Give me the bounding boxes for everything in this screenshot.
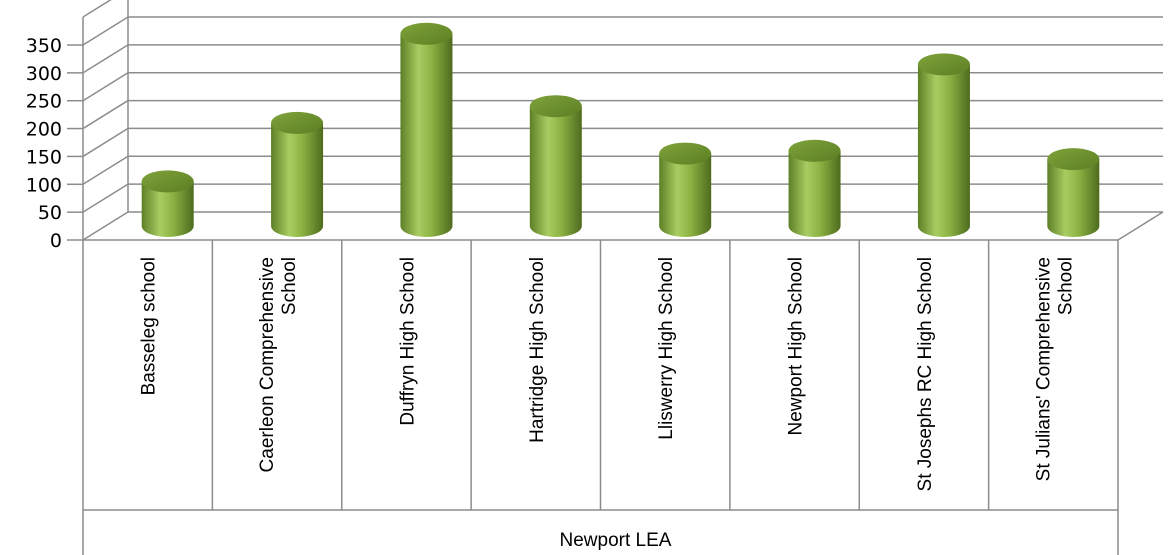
x-tick-label: Basseleg school	[139, 257, 160, 395]
bar-body	[917, 64, 970, 238]
y-tick-label: 200	[26, 119, 62, 141]
gridline-diagonal	[82, 155, 129, 185]
y-tick-label: 0	[50, 230, 62, 252]
bars	[141, 22, 1100, 238]
bar	[1047, 148, 1100, 238]
gridline-diagonal	[82, 44, 129, 74]
gridline-diagonal	[82, 99, 129, 130]
x-tick-label: Caerleon Comprehensive	[257, 257, 278, 472]
bar-top	[659, 142, 712, 165]
y-tick-label: 350	[26, 35, 62, 57]
category-axis: Basseleg school Caerleon Comprehensive Sch…	[82, 239, 1119, 555]
y-tick-label: 50	[38, 202, 62, 224]
gridline-diagonal	[82, 127, 129, 158]
x-tick-label: Duffryn High School	[397, 257, 418, 426]
bar-top	[271, 111, 324, 134]
bar-top	[400, 22, 453, 45]
x-tick-label: School	[279, 257, 300, 315]
bar-body	[271, 122, 324, 238]
bar	[271, 111, 324, 238]
bar-body	[788, 150, 841, 237]
x-tick-label: Newport High School	[786, 257, 807, 435]
bar	[141, 170, 194, 238]
bar-body	[659, 153, 712, 238]
bar-body	[1047, 159, 1100, 238]
y-tick-label: 100	[26, 174, 62, 196]
gridline-diagonal	[82, 0, 112, 18]
gridline-diagonal	[82, 16, 129, 46]
y-axis: 0 50 100 150 200 250 300 350	[26, 17, 84, 252]
bar-top	[1047, 148, 1100, 171]
floor-edge	[1117, 211, 1164, 241]
x-tick-label: School	[1055, 257, 1076, 315]
bar	[400, 22, 453, 238]
y-tick-label: 250	[26, 91, 62, 113]
gridline-diagonal	[82, 72, 129, 102]
bar-top	[529, 95, 582, 118]
gridline-diagonal	[82, 211, 129, 241]
x-tick-label: Lliswerry High School	[656, 257, 677, 440]
bar	[917, 53, 970, 238]
bar-body	[141, 181, 194, 238]
y-tick-label: 300	[26, 63, 62, 85]
bar-body	[529, 106, 582, 238]
gridlines	[82, 0, 1164, 241]
bar	[529, 95, 582, 238]
bar-body	[400, 33, 453, 238]
bar-top	[788, 139, 841, 162]
gridline-diagonal	[82, 183, 129, 213]
bar	[788, 139, 841, 237]
bar-top	[917, 53, 970, 76]
y-tick-label: 150	[26, 146, 62, 168]
x-tick-label: St Julians' Comprehensive	[1033, 257, 1054, 481]
x-tick-label: St Josephs RC High School	[915, 257, 936, 491]
group-label: Newport LEA	[560, 530, 672, 551]
bar	[659, 142, 712, 238]
bar-top	[141, 170, 194, 193]
x-tick-label: Hartridge High School	[527, 257, 548, 443]
